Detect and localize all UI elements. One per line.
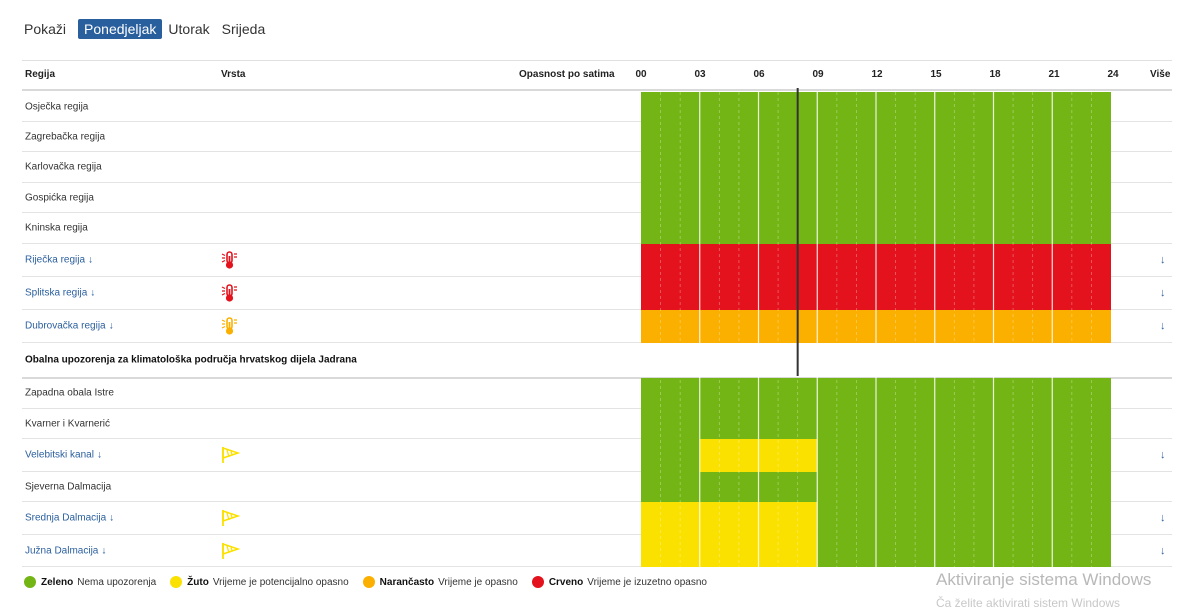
region-name[interactable]: Splitska regija ↓	[25, 287, 96, 299]
hour-label: 15	[930, 69, 942, 80]
section-header-row: Obalna upozorenja za klimatološka područ…	[22, 343, 1172, 379]
heat-thermometer-icon	[220, 283, 240, 303]
table-row: Sjeverna Dalmacija	[22, 472, 1172, 502]
table-row[interactable]: Riječka regija ↓ ↓	[22, 244, 1172, 277]
legend: Zeleno Nema upozorenja Žuto Vrijeme je p…	[24, 576, 721, 588]
region-name: Kvarner i Kvarnerić	[25, 418, 111, 429]
legend-label: Narančasto	[379, 576, 435, 588]
wind-flag-icon	[220, 508, 241, 528]
region-name[interactable]: Velebitski kanal ↓	[25, 449, 102, 461]
legend-item-green: Zeleno Nema upozorenja	[24, 576, 156, 588]
table-row: Zapadna obala Istre	[22, 378, 1172, 409]
arrow-down-icon: ↓	[108, 320, 114, 332]
more-details-arrow-icon[interactable]: ↓	[1160, 544, 1166, 557]
legend-desc: Nema upozorenja	[77, 576, 157, 588]
more-details-arrow-icon[interactable]: ↓	[1160, 449, 1166, 461]
legend-desc: Vrijeme je izuzetno opasno	[587, 576, 707, 588]
more-details-arrow-icon[interactable]: ↓	[1160, 287, 1166, 299]
region-name: Zapadna obala Istre	[25, 387, 114, 399]
hour-label: 09	[812, 69, 824, 80]
wind-flag-icon	[220, 541, 241, 561]
table-row: Kvarner i Kvarnerić	[22, 409, 1172, 439]
region-name[interactable]: Srednja Dalmacija ↓	[25, 512, 115, 524]
show-label: Pokaži	[24, 21, 67, 37]
region-name: Kninska regija	[25, 222, 88, 234]
legend-label: Zeleno	[41, 576, 74, 588]
hour-label: 03	[694, 69, 706, 80]
table-row[interactable]: Velebitski kanal ↓ ↓	[22, 439, 1172, 472]
legend-label: Žuto	[187, 576, 209, 588]
arrow-down-icon: ↓	[109, 512, 115, 524]
legend-dot	[531, 576, 544, 588]
legend-dot	[170, 576, 183, 588]
table-row: Kninska regija	[22, 213, 1172, 244]
region-name: Zagrebačka regija	[25, 131, 106, 142]
header-hourly: Opasnost po satima	[519, 69, 615, 80]
region-name: Gospićka regija	[25, 192, 94, 203]
legend-label: Crveno	[548, 576, 584, 588]
windows-activation-watermark: Aktiviranje sistema Windows	[936, 570, 1152, 589]
table-row: Gospićka regija	[22, 183, 1172, 213]
hour-label: 00	[635, 69, 647, 80]
day-nav: Pokaži Ponedjeljak Utorak Srijeda	[24, 18, 271, 40]
table-row[interactable]: Južna Dalmacija ↓ ↓	[22, 535, 1172, 567]
hour-label: 18	[989, 69, 1001, 80]
tab-utorak[interactable]: Utorak	[168, 21, 210, 37]
table-header: Regija Vrsta Opasnost po satima 00 03 06…	[22, 60, 1172, 91]
region-name[interactable]: Južna Dalmacija ↓	[25, 545, 107, 556]
more-details-arrow-icon[interactable]: ↓	[1160, 254, 1166, 266]
windows-activation-watermark-sub: Ča želite aktivirati sistem Windows	[936, 596, 1121, 610]
header-more: Više	[1150, 69, 1171, 80]
heat-thermometer-icon	[220, 316, 240, 336]
table-row: Zagrebačka regija	[22, 122, 1172, 152]
legend-dot	[362, 576, 375, 588]
arrow-down-icon: ↓	[96, 449, 102, 461]
arrow-down-icon: ↓	[90, 287, 96, 299]
tab-srijeda[interactable]: Srijeda	[221, 21, 266, 37]
tab-ponedjeljak[interactable]: Ponedjeljak	[78, 19, 163, 39]
hour-label: 12	[871, 69, 883, 80]
region-name: Karlovačka regija	[25, 161, 102, 173]
legend-desc: Vrijeme je potencijalno opasno	[212, 576, 349, 588]
header-type: Vrsta	[221, 69, 246, 80]
table-row[interactable]: Dubrovačka regija ↓ ↓	[22, 310, 1172, 343]
table-row: Osječka regija	[22, 92, 1172, 122]
heat-thermometer-icon	[220, 250, 240, 270]
legend-item-orange: Narančasto Vrijeme je opasno	[362, 576, 518, 588]
region-name[interactable]: Riječka regija ↓	[25, 254, 94, 266]
region-name[interactable]: Dubrovačka regija ↓	[25, 320, 114, 332]
arrow-down-icon: ↓	[88, 254, 94, 266]
more-details-arrow-icon[interactable]: ↓	[1160, 320, 1166, 332]
legend-item-red: Crveno Vrijeme je izuzetno opasno	[531, 576, 707, 588]
legend-item-yellow: Žuto Vrijeme je potencijalno opasno	[170, 576, 349, 588]
region-name: Osječka regija	[25, 101, 89, 112]
wind-flag-icon	[220, 445, 241, 465]
hour-label: 24	[1107, 69, 1119, 80]
table-row[interactable]: Srednja Dalmacija ↓ ↓	[22, 502, 1172, 535]
header-region: Regija	[25, 69, 56, 80]
legend-desc: Vrijeme je opasno	[438, 576, 518, 588]
more-details-arrow-icon[interactable]: ↓	[1160, 512, 1166, 524]
hour-label: 06	[753, 69, 765, 80]
table-row[interactable]: Splitska regija ↓ ↓	[22, 277, 1172, 310]
table-row: Karlovačka regija	[22, 152, 1172, 183]
hour-label: 21	[1048, 69, 1060, 80]
region-name: Sjeverna Dalmacija	[25, 481, 112, 492]
legend-dot	[24, 576, 36, 588]
section-title: Obalna upozorenja za klimatološka područ…	[25, 354, 357, 366]
arrow-down-icon: ↓	[101, 545, 107, 556]
